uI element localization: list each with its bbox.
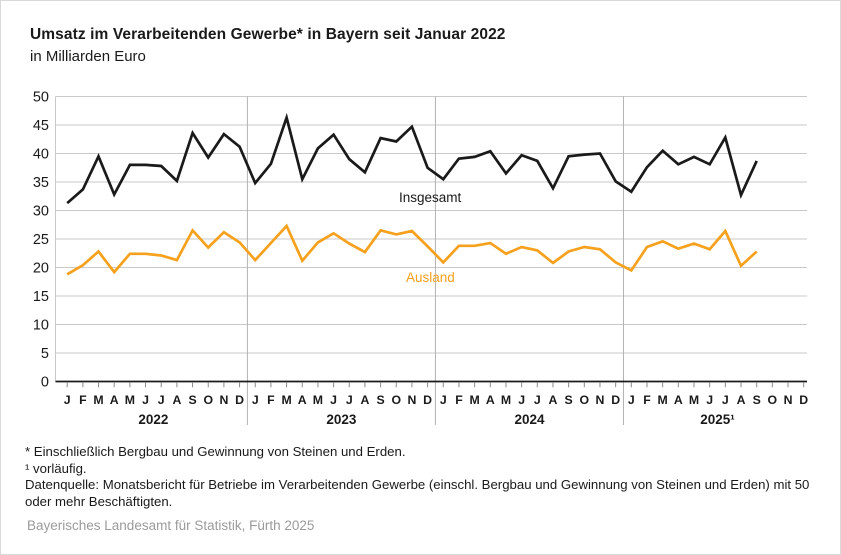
month-label: N xyxy=(219,393,228,407)
month-label: S xyxy=(376,393,384,407)
month-label: M xyxy=(689,393,699,407)
month-label: J xyxy=(722,393,729,407)
footnote-asterisk: * Einschließlich Bergbau und Gewinnung v… xyxy=(25,444,406,459)
month-label: M xyxy=(93,393,103,407)
month-label: M xyxy=(125,393,135,407)
month-label: D xyxy=(235,393,244,407)
y-axis-label-45: 45 xyxy=(33,118,49,134)
month-label: F xyxy=(79,393,87,407)
footnote-datasource: Datenquelle: Monatsbericht für Betriebe … xyxy=(25,477,810,509)
series-label-ausland: Ausland xyxy=(406,270,455,285)
month-label: J xyxy=(440,393,447,407)
month-label: M xyxy=(469,393,479,407)
month-label: O xyxy=(203,393,213,407)
month-label: A xyxy=(110,393,119,407)
month-label: J xyxy=(158,393,165,407)
month-label: A xyxy=(674,393,683,407)
month-label: O xyxy=(768,393,778,407)
month-label: O xyxy=(391,393,401,407)
y-axis-label-20: 20 xyxy=(33,261,49,277)
y-axis-label-0: 0 xyxy=(41,375,49,391)
month-label: J xyxy=(706,393,713,407)
month-label: J xyxy=(142,393,149,407)
series-label-insgesamt: Insgesamt xyxy=(399,190,462,205)
source-line: Bayerisches Landesamt für Statistik, Für… xyxy=(27,518,315,533)
series-line-insgesamt xyxy=(66,112,758,205)
month-label: M xyxy=(501,393,511,407)
y-axis-label-50: 50 xyxy=(33,90,49,106)
year-label-2025: 2025¹ xyxy=(700,412,735,427)
month-label: M xyxy=(281,393,291,407)
month-label: S xyxy=(565,393,573,407)
month-label: F xyxy=(267,393,275,407)
month-label: J xyxy=(64,393,71,407)
y-axis-label-35: 35 xyxy=(33,175,49,191)
chart-title: Umsatz im Verarbeitenden Gewerbe* in Bay… xyxy=(30,26,506,43)
month-label: J xyxy=(330,393,337,407)
footnote-preliminary: ¹ vorläufig. xyxy=(25,460,87,476)
month-label: D xyxy=(799,393,808,407)
year-label-2023: 2023 xyxy=(326,412,357,427)
y-axis-label-40: 40 xyxy=(33,147,49,163)
month-label: J xyxy=(252,393,259,407)
month-label: A xyxy=(486,393,495,407)
month-label: A xyxy=(172,393,181,407)
month-label: A xyxy=(549,393,558,407)
month-label: O xyxy=(580,393,590,407)
month-label: S xyxy=(753,393,761,407)
month-label: S xyxy=(188,393,196,407)
month-label: D xyxy=(611,393,620,407)
month-label: J xyxy=(346,393,353,407)
month-label: A xyxy=(298,393,307,407)
month-label: N xyxy=(596,393,605,407)
y-axis-label-30: 30 xyxy=(33,204,49,220)
chart-subtitle: in Milliarden Euro xyxy=(30,48,146,65)
y-axis-label-25: 25 xyxy=(33,232,49,248)
year-label-2022: 2022 xyxy=(138,412,168,427)
month-label: M xyxy=(313,393,323,407)
month-label: F xyxy=(643,393,651,407)
y-axis-label-15: 15 xyxy=(33,289,49,305)
series-line-ausland xyxy=(66,223,758,276)
month-label: N xyxy=(407,393,416,407)
y-axis-label-5: 5 xyxy=(41,346,49,362)
month-label: N xyxy=(784,393,793,407)
month-label: M xyxy=(658,393,668,407)
footnotes: * Einschließlich Bergbau und Gewinnung v… xyxy=(25,444,817,510)
month-label: J xyxy=(534,393,541,407)
month-label: J xyxy=(518,393,525,407)
month-label: D xyxy=(423,393,432,407)
month-label: A xyxy=(737,393,746,407)
month-label: J xyxy=(628,393,635,407)
month-label: A xyxy=(360,393,369,407)
y-axis-label-10: 10 xyxy=(33,318,49,334)
year-label-2024: 2024 xyxy=(514,412,545,427)
month-label: F xyxy=(455,393,463,407)
